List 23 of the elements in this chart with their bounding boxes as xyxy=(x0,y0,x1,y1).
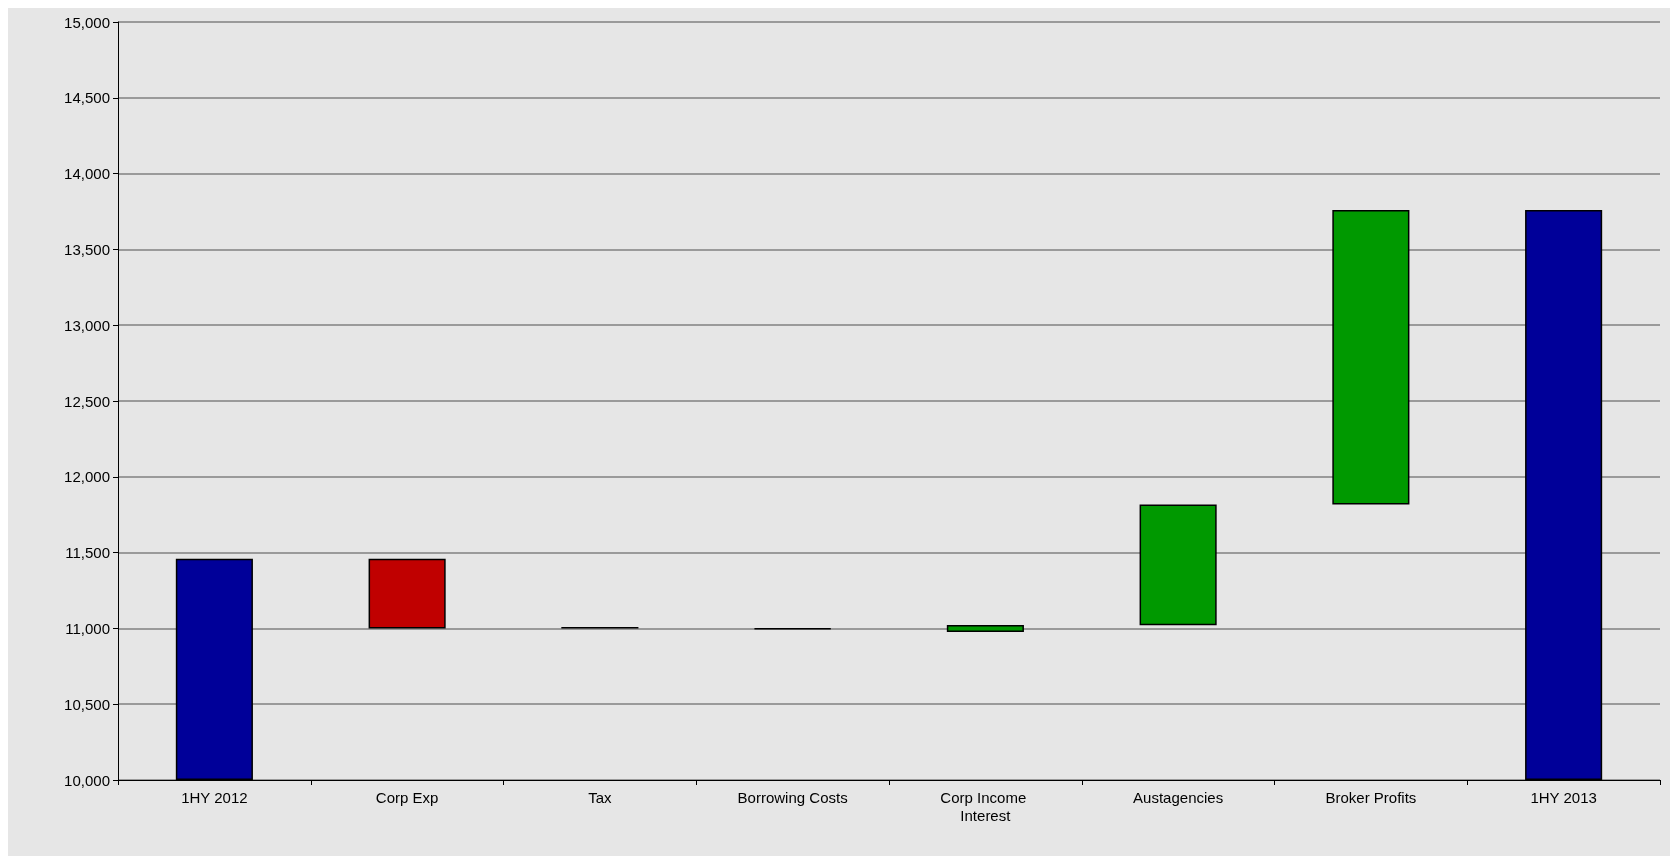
y-tick-label: 14,000 xyxy=(64,165,110,183)
x-tick-label: 1HY 2013 xyxy=(1530,788,1597,806)
bar xyxy=(368,558,446,629)
y-tick-label: 11,500 xyxy=(65,544,110,562)
x-tick-label: Corp Exp xyxy=(375,788,439,806)
bar xyxy=(1139,504,1217,626)
y-tick-label: 10,000 xyxy=(64,771,110,789)
x-tick-label: Tax xyxy=(588,788,613,806)
y-tick-label: 12,000 xyxy=(64,468,110,486)
x-tick-label: Borrowing Costs xyxy=(737,788,848,806)
x-tick-label: Corp Income Interest xyxy=(940,788,1031,824)
x-tick-label: 1HY 2012 xyxy=(181,788,248,806)
y-tick-label: 12,500 xyxy=(64,392,110,410)
y-tick-label: 14,500 xyxy=(64,89,110,107)
x-tick-label: Broker Profits xyxy=(1325,788,1417,806)
y-tick-label: 15,000 xyxy=(64,13,110,31)
y-tick-label: 13,000 xyxy=(64,316,110,334)
y-tick-label: 13,500 xyxy=(64,240,110,258)
y-tick-label: 11,000 xyxy=(65,619,110,637)
x-tick-label: Austagencies xyxy=(1133,788,1224,806)
bar xyxy=(1332,209,1410,505)
bar xyxy=(946,624,1024,632)
y-tick-label: 10,500 xyxy=(64,695,110,713)
